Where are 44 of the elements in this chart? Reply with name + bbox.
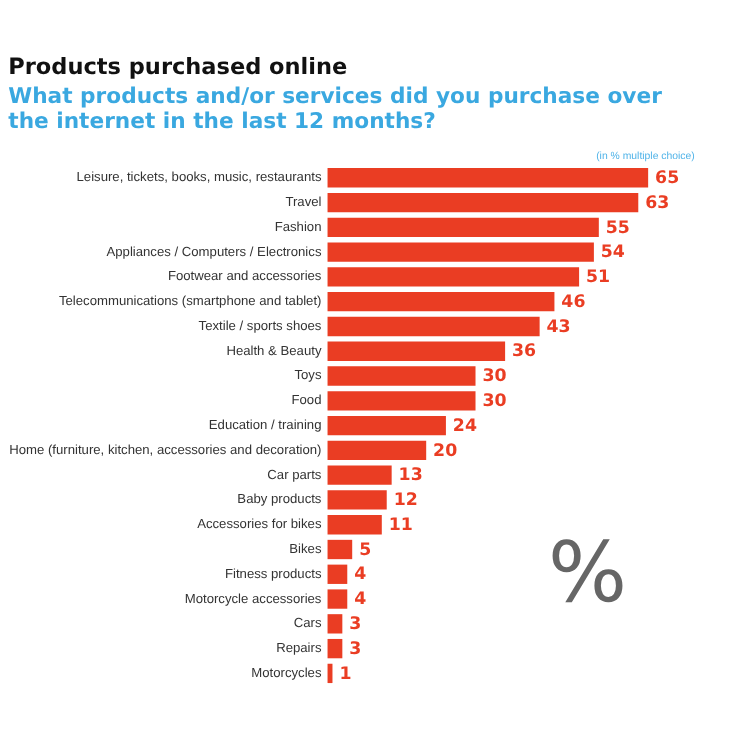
bar [327, 217, 599, 238]
data-label: 3 [349, 639, 362, 660]
data-label: 30 [482, 392, 507, 413]
data-label: 30 [482, 367, 507, 388]
data-label: 13 [398, 466, 423, 487]
data-label: 20 [433, 441, 458, 462]
data-label: 51 [586, 268, 611, 289]
bar [327, 440, 427, 461]
data-label: 5 [359, 540, 372, 561]
annotation: % [547, 522, 628, 621]
data-label: 4 [354, 590, 367, 611]
data-label: 4 [354, 565, 367, 586]
data-label: 3 [349, 615, 362, 636]
data-label: 65 [655, 168, 680, 189]
data-label: 43 [546, 317, 571, 338]
data-label: 54 [600, 243, 625, 264]
chart-subtitle: What products and/or services did you purchase over the internet in the last 12 months? [8, 83, 664, 135]
chart-title: Products purchased online [8, 53, 349, 80]
bar [327, 465, 392, 485]
bar [327, 192, 639, 213]
data-label: 24 [452, 416, 477, 437]
bar [327, 490, 387, 510]
bar [327, 316, 540, 337]
bar [327, 539, 353, 560]
bar [327, 564, 348, 584]
data-label: 1 [339, 664, 352, 685]
data-label: 12 [393, 491, 418, 512]
bar [327, 341, 506, 361]
data-label: 36 [512, 342, 537, 363]
bar [327, 589, 348, 609]
data-label: 46 [561, 292, 586, 313]
data-label: 63 [645, 193, 670, 214]
bar [327, 168, 649, 188]
bar [327, 614, 343, 634]
bar [327, 366, 476, 386]
bar [327, 415, 446, 436]
bar [327, 638, 343, 659]
bar [327, 391, 476, 411]
data-label: 55 [605, 218, 630, 239]
bar [327, 267, 580, 287]
bar [327, 515, 382, 535]
data-label: 11 [388, 515, 413, 536]
bar [327, 242, 594, 262]
bar [327, 292, 555, 312]
